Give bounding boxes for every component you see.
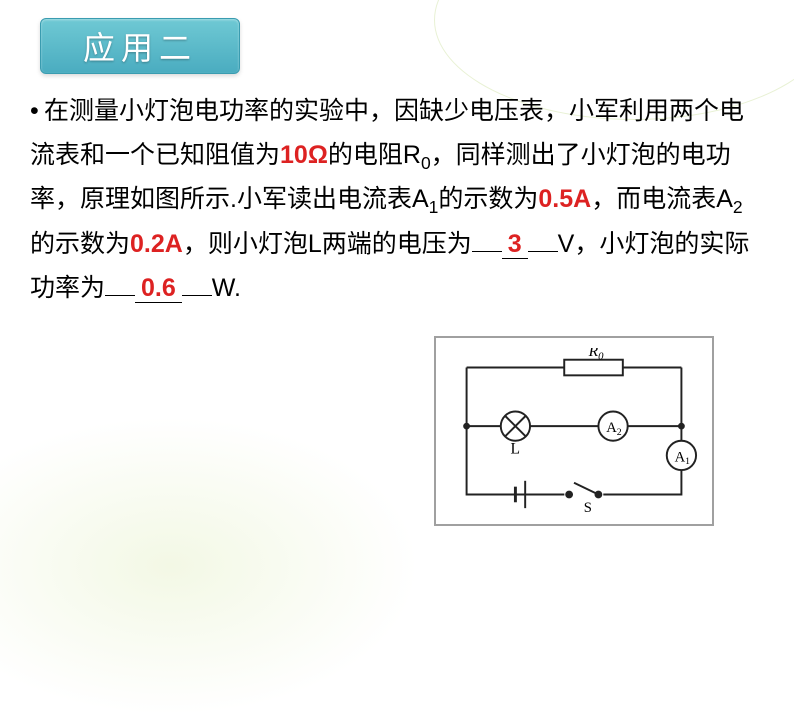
problem-text: •在测量小灯泡电功率的实验中，因缺少电压表，小军利用两个电流表和一个已知阻值为1…: [30, 90, 764, 311]
answer-voltage: 3: [502, 230, 528, 259]
answer-power: 0.6: [135, 274, 182, 303]
text-part-7: ，则小灯泡L两端的电压为: [183, 230, 472, 258]
a2-subscript: 2: [733, 197, 743, 217]
blank-2b: [182, 295, 212, 296]
blank-2a: [105, 295, 135, 296]
label-A2: A2: [606, 420, 622, 438]
bg-decoration-bottom: [0, 416, 420, 716]
blank-1b: [528, 251, 558, 252]
a2-value: 0.2A: [130, 230, 183, 258]
blank-1a: [472, 251, 502, 252]
text-part-6: 的示数为: [30, 230, 130, 258]
text-part-5: ，而电流表A: [591, 185, 733, 213]
label-A1: A1: [675, 449, 691, 467]
a1-value: 0.5A: [538, 185, 591, 213]
text-part-4: 的示数为: [438, 185, 538, 213]
label-L: L: [511, 440, 521, 457]
bullet: •: [30, 90, 44, 134]
label-S: S: [584, 500, 592, 514]
unit-2: W.: [212, 274, 241, 302]
a1-subscript: 1: [429, 197, 439, 217]
section-header-badge: 应用二: [40, 18, 240, 74]
circuit-diagram: R0 L A2 A1 S: [434, 336, 714, 526]
resistance-value: 10Ω: [280, 141, 328, 169]
section-title: 应用二: [83, 23, 197, 69]
r0-subscript: 0: [421, 153, 431, 173]
text-part-2: 的电阻R: [328, 141, 421, 169]
